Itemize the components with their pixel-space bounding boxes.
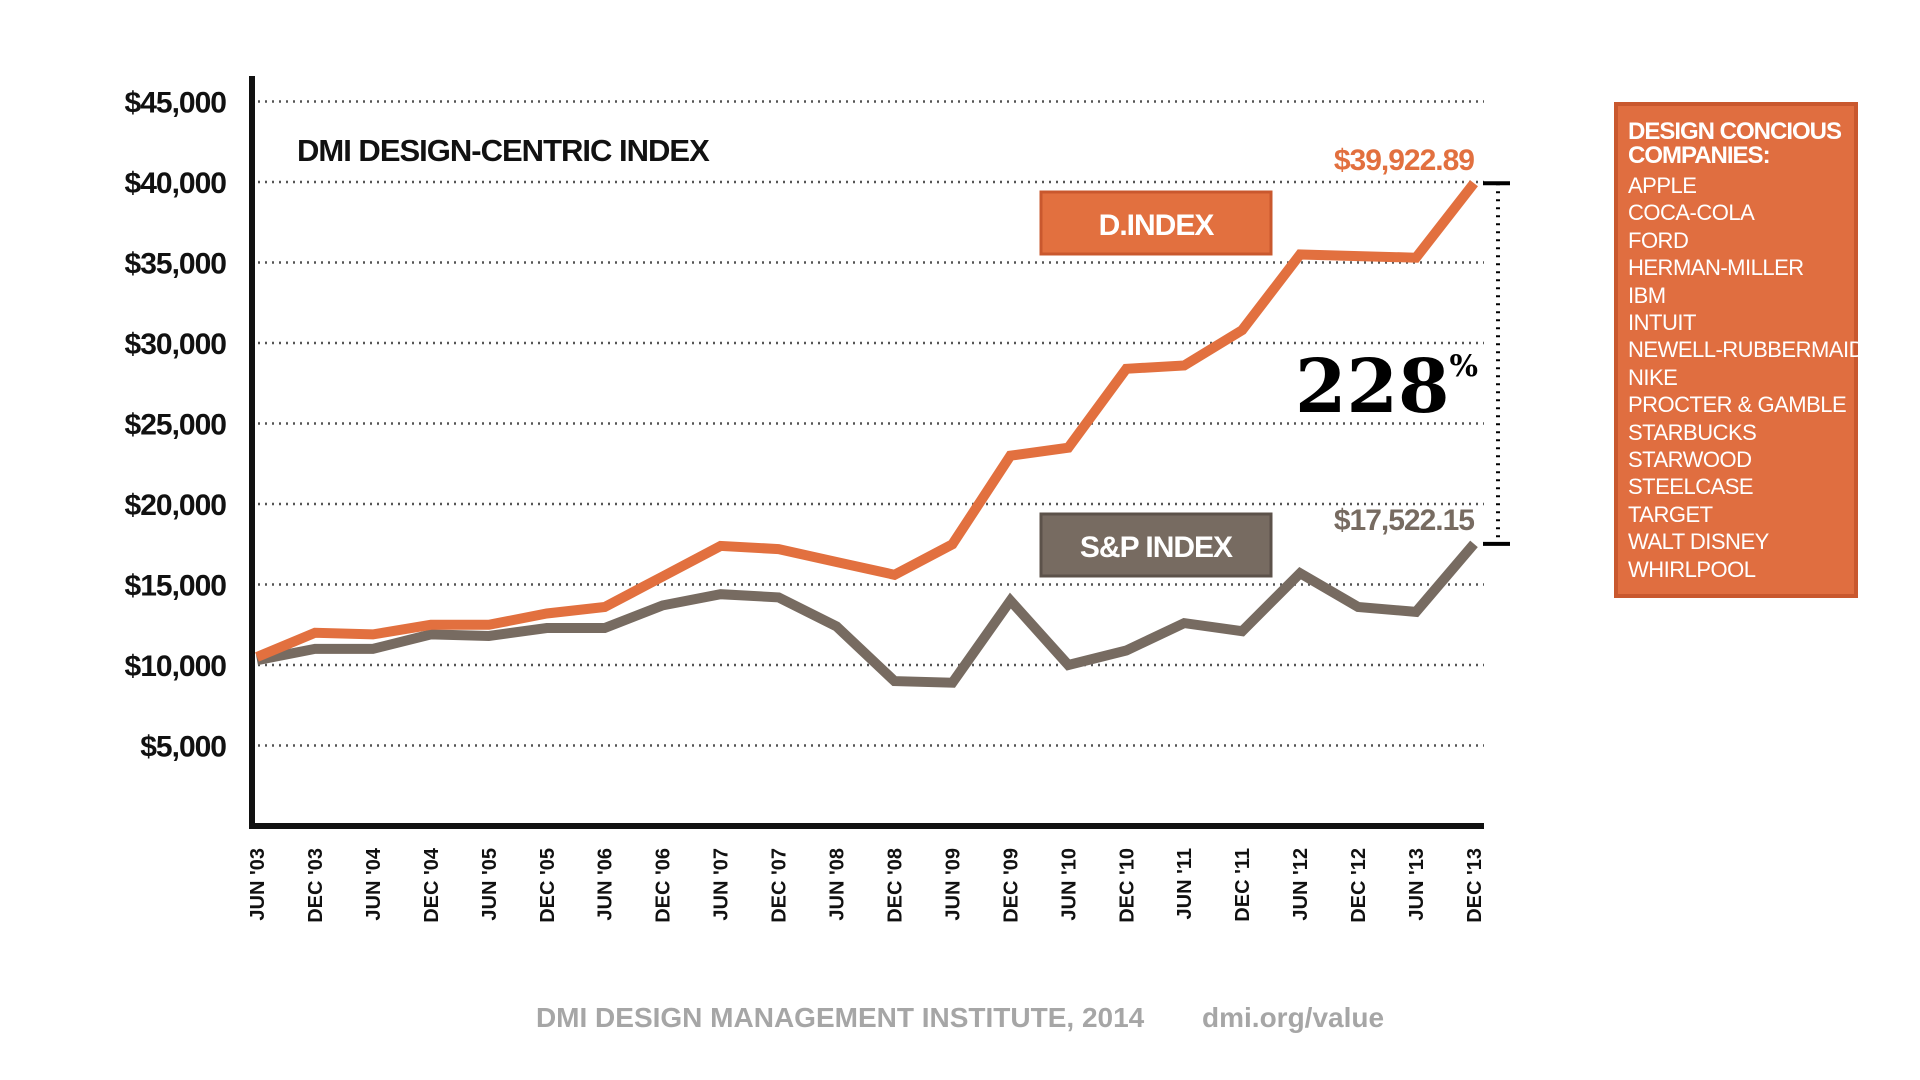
y-tick-label: $40,000 <box>125 167 227 200</box>
legend-dindex-box <box>1039 190 1273 256</box>
x-tick-label: DEC '11 <box>1232 848 1254 922</box>
y-tick-label: $15,000 <box>125 570 227 603</box>
x-tick-label: JUN '10 <box>1058 848 1080 921</box>
company-item: HERMAN-MILLER <box>1628 255 1804 281</box>
company-item: IBM <box>1628 282 1666 308</box>
legend-sp-label: S&P INDEX <box>1080 531 1233 564</box>
x-tick-label: JUN '13 <box>1406 848 1428 921</box>
y-tick-label: $25,000 <box>125 409 227 442</box>
dindex-series-line <box>255 180 1478 662</box>
company-item: WALT DISNEY <box>1628 529 1769 555</box>
x-tick-label: DEC '03 <box>305 848 327 923</box>
companies-panel: DESIGN CONCIOUS COMPANIES: APPLE COCA-COL… <box>1614 102 1864 598</box>
legend-dindex: D.INDEX <box>1039 190 1273 256</box>
x-tick-label: JUN '08 <box>827 848 849 921</box>
footer-url[interactable]: dmi.org/value <box>1202 1002 1385 1033</box>
companies-heading: DESIGN CONCIOUS COMPANIES: <box>1628 120 1844 168</box>
footer: DMI DESIGN MANAGEMENT INSTITUTE, 2014 dm… <box>0 1002 1920 1034</box>
y-tick-label: $20,000 <box>125 489 227 522</box>
company-item: NEWELL-RUBBERMAID <box>1628 337 1864 363</box>
x-tick-label: JUN '04 <box>363 847 385 920</box>
x-tick-label: DEC '04 <box>421 847 443 923</box>
legend-dindex-label: D.INDEX <box>1099 209 1215 242</box>
y-tick-label: $45,000 <box>125 87 227 120</box>
x-tick-label: DEC '08 <box>884 848 906 923</box>
y-axis-tick-labels: $5,000 $10,000 $15,000 $20,000 $25,000 $30,00… <box>125 87 228 764</box>
x-tick-label: DEC '07 <box>769 848 791 923</box>
x-tick-label: JUN '09 <box>942 848 964 921</box>
company-item: INTUIT <box>1628 310 1696 336</box>
x-tick-label: DEC '12 <box>1348 848 1370 923</box>
x-tick-label: JUN '06 <box>595 848 617 921</box>
x-tick-label: DEC '06 <box>653 848 675 923</box>
x-tick-label: JUN '12 <box>1290 848 1312 921</box>
y-tick-label: $30,000 <box>125 328 227 361</box>
x-tick-label: JUN '07 <box>711 848 733 921</box>
legend-sp: S&P INDEX <box>1039 512 1273 578</box>
x-tick-label: DEC '10 <box>1116 848 1138 923</box>
company-item: COCA-COLA <box>1628 200 1755 226</box>
company-item: STEELCASE <box>1628 474 1754 500</box>
x-tick-label: JUN '03 <box>247 848 269 921</box>
x-tick-label: JUN '05 <box>479 848 501 921</box>
y-tick-label: $5,000 <box>140 731 226 764</box>
x-tick-label: DEC '09 <box>1000 848 1022 923</box>
y-tick-label: $35,000 <box>125 248 227 281</box>
legend-sp-box <box>1039 512 1273 578</box>
footer-source: DMI DESIGN MANAGEMENT INSTITUTE, 2014 <box>535 1002 1145 1033</box>
sp-series-line <box>256 540 1478 688</box>
company-item: STARWOOD <box>1628 447 1752 473</box>
company-item: STARBUCKS <box>1628 419 1757 445</box>
company-item: APPLE <box>1628 173 1697 198</box>
company-item: FORD <box>1628 227 1689 253</box>
company-item: PROCTER & GAMBLE <box>1628 392 1847 418</box>
difference-value: 228 <box>1295 344 1449 430</box>
company-item: WHIRLPOOL <box>1628 556 1756 582</box>
company-item: TARGET <box>1628 501 1713 527</box>
series-lines <box>255 180 1478 688</box>
difference-unit: % <box>1449 349 1478 384</box>
companies-heading-line2: COMPANIES: <box>1628 142 1771 169</box>
company-item: NIKE <box>1628 364 1678 390</box>
chart-title: DMI DESIGN-CENTRIC INDEX <box>297 133 710 168</box>
gridlines <box>258 100 1484 747</box>
sp-end-label: $17,522.15 <box>1334 504 1474 537</box>
x-tick-label: DEC '05 <box>537 848 559 923</box>
y-tick-label: $10,000 <box>125 650 227 683</box>
difference-percent: 228% <box>1295 344 1478 430</box>
dindex-end-label: $39,922.89 <box>1334 144 1474 177</box>
difference-bracket <box>1483 181 1510 546</box>
x-axis-tick-labels: JUN '03 DEC '03 JUN '04 DEC '04 JUN '05 DEC '… <box>247 847 1486 923</box>
companies-heading-line1: DESIGN CONCIOUS <box>1628 118 1842 145</box>
companies-list: APPLE COCA-COLA FORD HERMAN-MILLER IBM INTUIT… <box>1628 172 1864 583</box>
x-tick-label: DEC '13 <box>1464 848 1486 923</box>
x-tick-label: JUN '11 <box>1174 848 1196 919</box>
